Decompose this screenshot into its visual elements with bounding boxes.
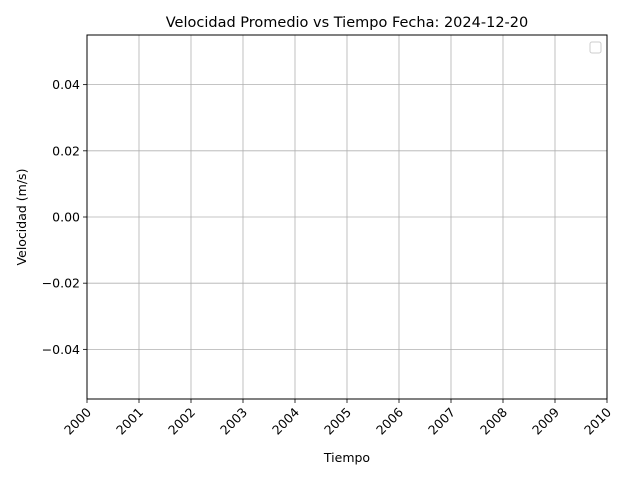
y-tick-label: 0.04: [52, 77, 80, 92]
y-axis: 0.04 0.02 0.00 −0.02 −0.04: [42, 77, 87, 357]
x-axis-label: Tiempo: [323, 450, 370, 465]
y-tick-label: 0.02: [52, 143, 80, 158]
chart-title: Velocidad Promedio vs Tiempo Fecha: 2024…: [166, 15, 528, 31]
y-tick-label: 0.00: [52, 210, 80, 225]
y-tick-label: −0.04: [42, 342, 80, 357]
legend-box: [589, 41, 602, 54]
y-tick-label: −0.02: [42, 276, 80, 291]
y-axis-label: Velocidad (m/s): [14, 169, 29, 266]
